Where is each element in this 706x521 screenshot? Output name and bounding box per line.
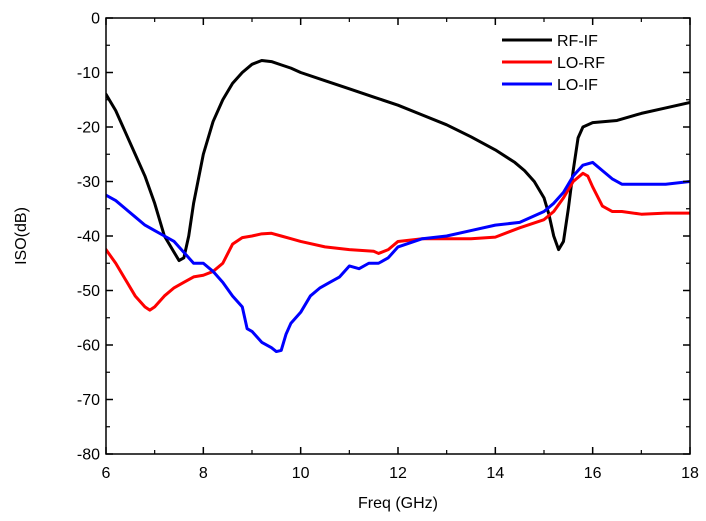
x-axis-title: Freq (GHz) <box>358 495 438 512</box>
x-tick-label: 10 <box>292 465 310 482</box>
x-tick-label: 18 <box>681 465 699 482</box>
y-tick-label: -30 <box>77 174 100 191</box>
series-line-lo-if <box>106 160 690 354</box>
series-line-rf-if <box>106 59 690 263</box>
x-tick-label: 8 <box>199 465 208 482</box>
y-tick-label: -10 <box>77 65 100 82</box>
x-tick-label: 14 <box>486 465 504 482</box>
y-axis-title: ISO(dB) <box>13 207 30 265</box>
series-layer <box>106 59 690 354</box>
y-tick-label: 0 <box>91 11 100 28</box>
series-line-lo-rf <box>106 171 690 312</box>
legend-label-lo-rf: LO-RF <box>557 55 605 72</box>
y-tick-label: -40 <box>77 229 100 246</box>
ticks-layer: 6 8 10 12 14 16 18 0 -10 -20 -30 -40 -50 -60 -70 -80 <box>77 11 699 483</box>
x-tick-label: 6 <box>102 465 111 482</box>
legend-label-lo-if: LO-IF <box>557 77 598 94</box>
y-tick-label: -50 <box>77 283 100 300</box>
legend: RF-IF LO-RF LO-IF <box>502 33 605 94</box>
x-tick-label: 16 <box>584 465 602 482</box>
legend-label-rf-if: RF-IF <box>557 33 598 50</box>
y-tick-label: -20 <box>77 120 100 137</box>
y-tick-label: -60 <box>77 338 100 355</box>
y-tick-label: -80 <box>77 447 100 464</box>
x-tick-label: 12 <box>389 465 407 482</box>
y-tick-label: -70 <box>77 392 100 409</box>
plot-frame <box>105 17 691 455</box>
